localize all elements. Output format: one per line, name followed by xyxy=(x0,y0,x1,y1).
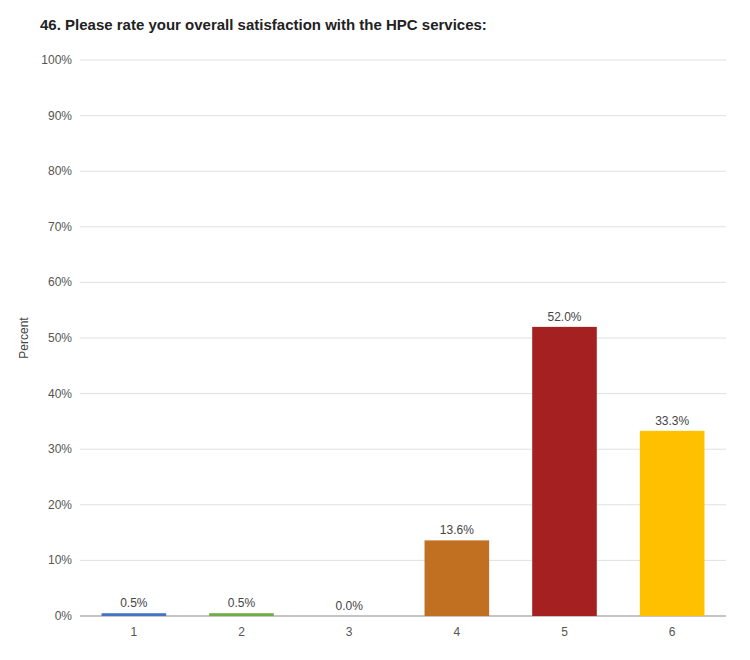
bar xyxy=(532,327,597,616)
x-tick-label: 1 xyxy=(130,625,137,639)
y-tick-label: 90% xyxy=(48,109,72,123)
grid-line xyxy=(80,338,726,339)
x-tick-label: 5 xyxy=(561,625,568,639)
chart: 46. Please rate your overall satisfactio… xyxy=(0,0,750,660)
data-label: 0.5% xyxy=(228,596,256,610)
grid-line xyxy=(80,449,726,450)
data-label: 33.3% xyxy=(655,414,689,428)
x-tick-label: 6 xyxy=(669,625,676,639)
data-label: 0.0% xyxy=(335,599,363,613)
bar xyxy=(209,613,274,616)
x-tick-label: 3 xyxy=(346,625,353,639)
bar xyxy=(317,616,382,617)
x-tick-label: 2 xyxy=(238,625,245,639)
y-tick-label: 10% xyxy=(48,553,72,567)
bar xyxy=(102,613,167,616)
grid-line xyxy=(80,393,726,394)
data-label: 0.5% xyxy=(120,596,148,610)
grid-line xyxy=(80,616,726,617)
title: 46. Please rate your overall satisfactio… xyxy=(40,16,487,33)
bar xyxy=(640,431,705,616)
grid xyxy=(80,60,726,616)
grid-line xyxy=(80,115,726,116)
y-tick-label: 20% xyxy=(48,498,72,512)
y-tick-label: 40% xyxy=(48,387,72,401)
y-tick-label: 50% xyxy=(48,331,72,345)
y-tick-label: 0% xyxy=(55,609,73,623)
grid-line xyxy=(80,60,726,61)
y-tick-label: 70% xyxy=(48,220,72,234)
grid-line xyxy=(80,504,726,505)
grid-line xyxy=(80,282,726,283)
y-tick-label: 100% xyxy=(41,53,72,67)
bar xyxy=(425,540,490,616)
grid-line xyxy=(80,226,726,227)
x-tick-label: 4 xyxy=(453,625,460,639)
grid-line xyxy=(80,171,726,172)
y-tick-label: 80% xyxy=(48,164,72,178)
y-tick-label: 60% xyxy=(48,275,72,289)
x-axis-line xyxy=(80,616,726,617)
bars xyxy=(102,327,705,616)
data-label: 13.6% xyxy=(440,523,474,537)
y-axis-label: Percent xyxy=(17,317,31,359)
grid-line xyxy=(80,560,726,561)
data-label: 52.0% xyxy=(547,310,581,324)
y-tick-label: 30% xyxy=(48,442,72,456)
